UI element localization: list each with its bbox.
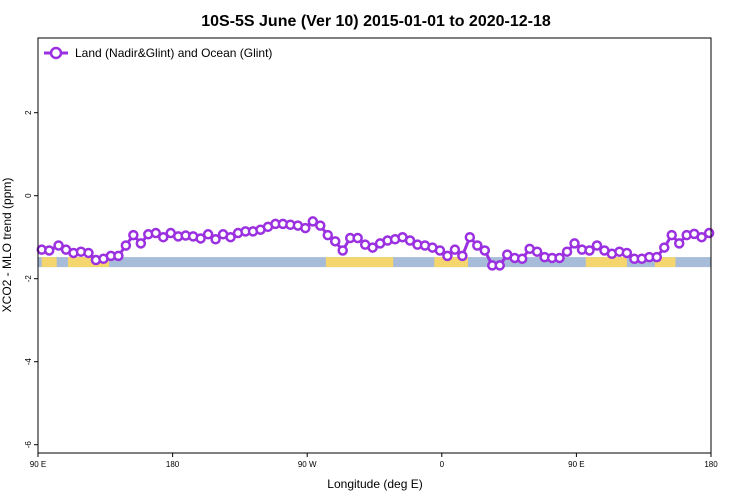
map-land-patch [654,257,676,268]
data-point [703,227,715,239]
legend: Land (Nadir&Glint) and Ocean (Glint) [44,46,272,60]
data-point [472,240,483,251]
data-point [404,235,416,246]
x-axis-title: Longitude (deg E) [327,477,422,491]
data-point [195,233,206,244]
data-point [307,216,319,227]
data-point [449,244,461,255]
data-point [584,245,595,256]
data-point [531,246,543,257]
data-point [225,231,236,243]
y-tick-label: -6 [24,441,33,449]
data-point [434,245,446,256]
data-point [150,227,162,239]
y-tick-label: -4 [24,358,33,366]
data-point [659,242,670,253]
x-tick-label: 0 [440,460,445,469]
data-point [516,253,528,265]
data-point [322,229,334,241]
map-band [38,257,711,268]
data-point [457,250,468,262]
legend-marker-swatch [49,46,63,60]
data-point [464,231,476,243]
data-point [569,238,580,249]
data-point [53,240,64,251]
series-layer [36,216,715,271]
data-point [43,245,55,256]
data-point [367,242,378,253]
legend-label: Land (Nadir&Glint) and Ocean (Glint) [75,46,272,60]
map-land-patch [67,257,110,268]
data-point [666,229,677,241]
data-point [479,245,491,256]
map-land-patch [41,257,57,268]
data-point [329,236,341,247]
chart-title: 10S-5S June (Ver 10) 2015-01-01 to 2020-… [201,13,551,30]
x-tick-label: 180 [704,460,718,469]
y-tick-label: 0 [24,193,33,198]
data-point [494,260,506,271]
x-tick-label: 90 E [30,460,46,469]
data-point [554,252,565,264]
data-point [696,231,707,243]
data-point [315,220,326,231]
data-point [300,222,311,234]
data-point [120,240,132,251]
data-point [591,240,603,251]
data-point [113,250,124,262]
y-tick-label: -2 [24,275,33,283]
data-point [202,229,214,240]
plot-frame [37,37,712,454]
data-point [651,251,663,263]
y-tick-label: 2 [24,110,33,115]
data-point [83,247,94,259]
x-tick-label: 90 W [298,460,317,469]
data-point [135,238,147,249]
data-point [673,238,685,249]
data-point [158,231,169,243]
x-tick-label: 90 E [568,460,584,469]
map-land-patch [434,257,468,268]
data-point [442,250,453,262]
map-land-patch [585,257,627,268]
map-land-patch [325,257,394,268]
data-point [128,229,139,241]
y-axis-title: XCO2 - MLO trend (ppm) [0,178,14,313]
data-point [352,232,363,244]
data-point [561,246,573,257]
data-point [210,234,221,245]
data-point [337,245,348,256]
data-point [621,247,633,259]
x-tick-label: 180 [166,460,180,469]
ticks: 90 E 180 90 W 0 90 E 180 2 0 -2 -4 -6 [24,110,718,469]
